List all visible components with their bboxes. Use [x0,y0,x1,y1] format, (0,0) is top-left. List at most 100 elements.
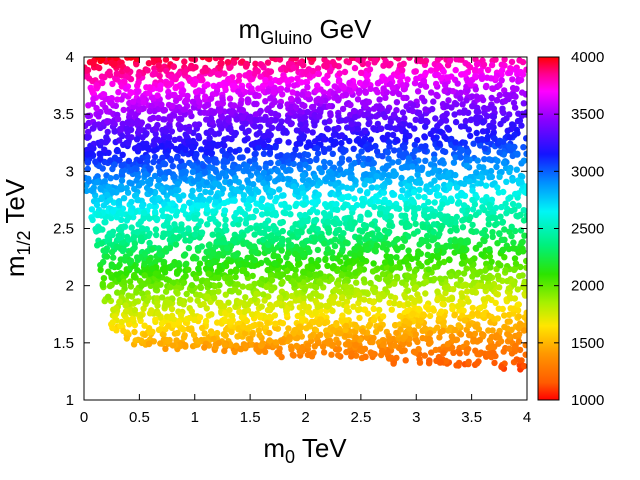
scatter-point [180,106,187,113]
scatter-point [398,174,405,182]
scatter-point [340,146,347,154]
scatter-point [353,323,360,331]
scatter-point [108,274,115,281]
scatter-point [453,101,460,108]
scatter-point [161,106,169,114]
scatter-point [284,274,292,282]
scatter-point [385,172,392,179]
scatter-point [101,178,109,185]
scatter-point [163,276,170,283]
scatter-point [324,79,331,87]
scatter-point [235,261,243,269]
scatter-point [328,275,335,283]
scatter-point [123,185,130,192]
scatter-point [414,88,422,95]
scatter-point [448,344,456,351]
scatter-point [313,145,321,152]
scatter-point [133,57,140,62]
scatter-point [330,262,337,270]
scatter-point [426,335,433,343]
scatter-point [120,167,127,174]
scatter-point [148,307,155,314]
scatter-point [130,234,137,241]
scatter-point [411,147,419,154]
scatter-point [106,230,113,237]
scatter-point [120,106,127,114]
scatter-point [314,263,321,270]
scatter-point [425,243,432,250]
scatter-point [103,134,110,141]
scatter-point [370,317,378,324]
scatter-point [458,71,465,78]
scatter-point [210,257,218,265]
scatter-point [384,149,391,156]
scatter-point [330,299,337,306]
scatter-point [367,198,374,205]
scatter-point [365,98,373,106]
scatter-point [284,167,291,174]
scatter-point [393,329,400,337]
scatter-point [97,184,104,192]
scatter-point [137,234,145,241]
scatter-point [412,284,420,291]
scatter-point [412,116,419,124]
scatter-point [117,125,124,133]
scatter-point [426,312,434,320]
scatter-point [498,363,505,370]
scatter-point [436,140,443,147]
scatter-point [154,182,161,190]
scatter-point [249,272,256,280]
scatter-point [212,344,219,351]
scatter-point [102,96,109,103]
scatter-point [122,308,130,315]
scatter-point [380,171,387,178]
scatter-point [499,305,506,313]
scatter-point [370,260,377,267]
scatter-point [500,159,508,167]
scatter-point [523,264,527,271]
scatter-point [248,85,255,92]
scatter-point [487,123,494,130]
scatter-point [269,57,276,61]
scatter-point [386,336,393,343]
scatter-point [120,246,127,253]
scatter-point [461,139,468,146]
scatter-point [148,102,155,110]
scatter-point [374,226,381,233]
scatter-point [469,206,477,213]
scatter-point [276,294,284,301]
scatter-point [485,221,492,228]
scatter-point [152,226,160,233]
scatter-point [336,70,343,77]
scatter-point [195,172,202,180]
scatter-point [113,173,120,181]
scatter-point [124,119,131,126]
scatter-point [204,81,211,88]
scatter-point [320,136,327,143]
scatter-points [84,57,527,373]
scatter-point [406,57,413,61]
scatter-point [520,362,527,370]
scatter-point [334,206,341,213]
scatter-point [371,126,378,133]
scatter-point [513,166,520,173]
scatter-point [211,294,218,302]
scatter-point [338,132,346,139]
scatter-point [316,113,323,120]
scatter-point [260,150,268,157]
scatter-point [309,199,316,206]
scatter-point [93,104,100,112]
scatter-point [304,151,312,159]
scatter-point [459,101,466,108]
scatter-point [488,103,495,111]
scatter-point [348,120,355,128]
scatter-point [290,160,297,167]
scatter-point [481,145,488,152]
scatter-point [515,301,522,308]
scatter-point [85,102,92,109]
scatter-point [358,354,366,362]
scatter-point [122,85,130,92]
scatter-point [203,102,211,109]
scatter-point [521,292,527,299]
scatter-point [295,97,302,105]
